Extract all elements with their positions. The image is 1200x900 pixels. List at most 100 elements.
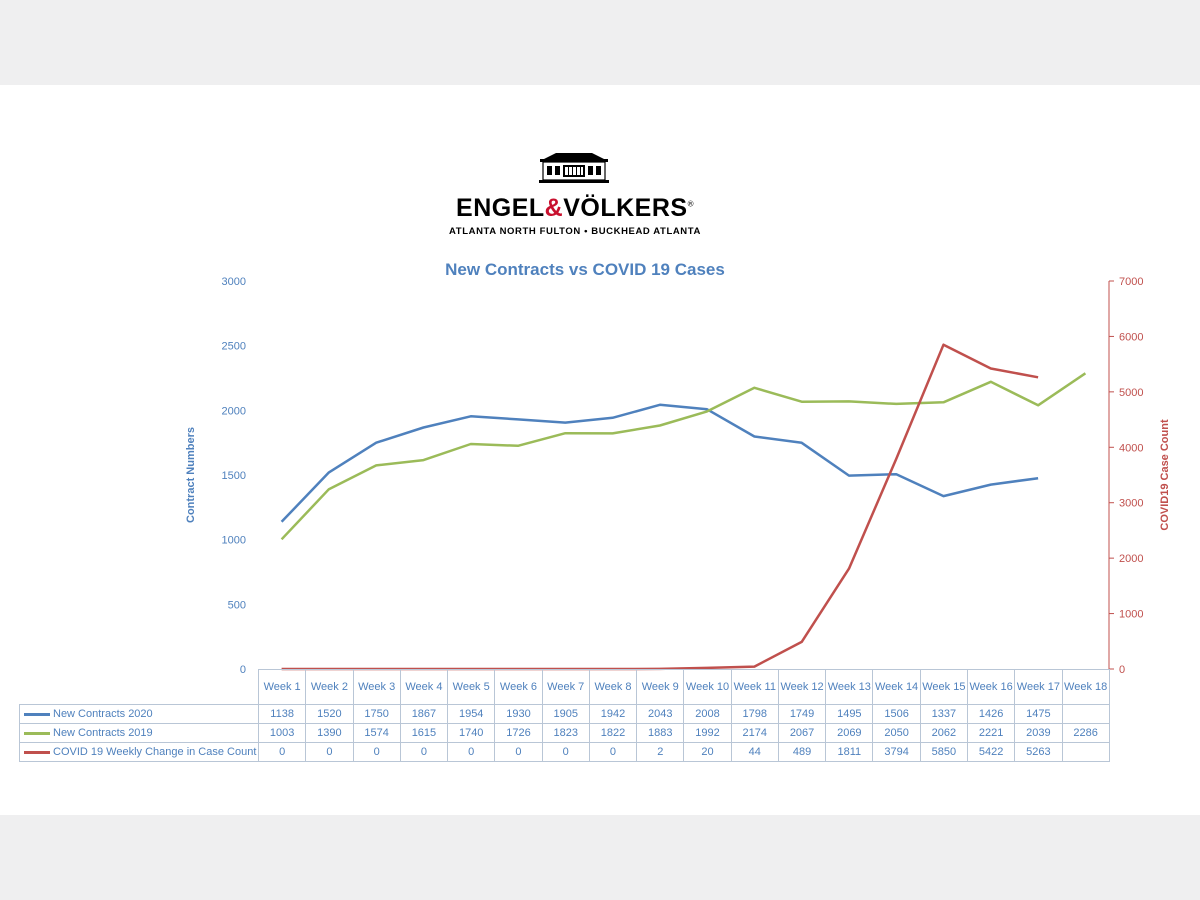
data-label: 2008 — [683, 704, 732, 724]
right-axis-tick-label: 6000 — [1119, 331, 1143, 343]
data-label: 1740 — [447, 723, 496, 743]
right-axis-tick-label: 0 — [1119, 664, 1125, 676]
right-axis-tick-label: 7000 — [1119, 276, 1143, 288]
table-row: New Contracts 2019 1003 1390 1574 1615 1740 17… — [19, 723, 1110, 743]
data-label: 1726 — [494, 723, 543, 743]
left-axis-tick-label: 2500 — [222, 341, 246, 353]
left-axis-title: Contract Numbers — [185, 427, 197, 523]
data-label: 0 — [541, 742, 590, 762]
data-label: 1495 — [825, 704, 874, 724]
left-axis-tick-label: 1000 — [222, 535, 246, 547]
x-axis-category-label: Week 3 — [352, 669, 401, 705]
data-label: 1905 — [541, 704, 590, 724]
data-label: 1426 — [966, 704, 1016, 724]
x-axis-category-label: Week 10 — [683, 669, 732, 705]
x-axis-category-label: Week 4 — [399, 669, 449, 705]
data-label — [1061, 704, 1110, 724]
data-label: 0 — [305, 742, 354, 762]
left-axis-tick-label: 0 — [240, 664, 246, 676]
chart-data-table: Week 1 Week 2 Week 3 Week 4 Week 5 Week 6 Week… — [19, 669, 1110, 762]
data-label: 0 — [352, 742, 401, 762]
data-label: 5263 — [1014, 742, 1063, 762]
x-axis-category-label: Week 12 — [777, 669, 827, 705]
left-axis-tick-label: 2000 — [222, 405, 246, 417]
table-row: COVID 19 Weekly Change in Case Count 0 0 0 0… — [19, 742, 1110, 762]
right-axis-title: COVID19 Case Count — [1159, 419, 1171, 531]
data-label: 1798 — [730, 704, 779, 724]
right-axis-tick-label: 4000 — [1119, 442, 1143, 454]
data-label: 1390 — [305, 723, 354, 743]
data-label: 1506 — [872, 704, 921, 724]
legend-entry: New Contracts 2019 — [19, 723, 259, 743]
data-label: 2043 — [636, 704, 685, 724]
data-label: 1811 — [825, 742, 874, 762]
data-label: 2 — [636, 742, 685, 762]
data-label: 5850 — [919, 742, 968, 762]
data-label: 2050 — [872, 723, 921, 743]
data-label: 1749 — [777, 704, 827, 724]
data-label: 1520 — [305, 704, 354, 724]
data-label: 489 — [777, 742, 827, 762]
data-label: 0 — [447, 742, 496, 762]
data-label: 1615 — [399, 723, 449, 743]
brand-subtitle: ATLANTA NORTH FULTON • BUCKHEAD ATLANTA — [449, 226, 701, 237]
data-label: 2039 — [1014, 723, 1063, 743]
x-axis-category-label: Week 17 — [1014, 669, 1063, 705]
data-label: 5422 — [966, 742, 1016, 762]
x-axis-category-label: Week 13 — [825, 669, 874, 705]
data-label: 2067 — [777, 723, 827, 743]
data-label: 1867 — [399, 704, 449, 724]
right-axis-tick-label: 1000 — [1119, 609, 1143, 621]
x-axis-category-label: Week 2 — [305, 669, 354, 705]
data-label: 1003 — [257, 723, 307, 743]
right-axis-tick-label: 5000 — [1119, 387, 1143, 399]
chart-title: New Contracts vs COVID 19 Cases — [445, 260, 725, 279]
x-axis-category-label: Week 7 — [541, 669, 590, 705]
brand-name: ENGEL&VÖLKERS® — [456, 194, 694, 222]
legend-swatch — [24, 712, 50, 716]
series-line-2 — [280, 372, 1087, 541]
right-axis-tick-label: 2000 — [1119, 553, 1143, 565]
x-axis-category-label: Week 1 — [257, 669, 307, 705]
legend-label: New Contracts 2020 — [53, 708, 153, 720]
data-label: 0 — [399, 742, 449, 762]
data-label: 1138 — [257, 704, 307, 724]
legend-label: COVID 19 Weekly Change in Case Count — [53, 746, 257, 758]
left-axis-tick-label: 1500 — [222, 470, 246, 482]
legend-entry: New Contracts 2020 — [19, 704, 259, 724]
legend-entry: COVID 19 Weekly Change in Case Count — [19, 742, 259, 762]
x-axis-category-label: Week 11 — [730, 669, 779, 705]
x-axis-category-label: Week 16 — [966, 669, 1016, 705]
data-label: 0 — [588, 742, 638, 762]
data-label: 2286 — [1061, 723, 1110, 743]
data-label: 2221 — [966, 723, 1016, 743]
x-axis-category-label: Week 8 — [588, 669, 638, 705]
data-label: 3794 — [872, 742, 921, 762]
data-label: 2062 — [919, 723, 968, 743]
left-axis-tick-label: 3000 — [222, 276, 246, 288]
engel-volkers-logo: ENGEL&VÖLKERS® ATLANTA NORTH FULTON • BU… — [430, 152, 720, 240]
data-label: 2174 — [730, 723, 779, 743]
data-label: 1954 — [447, 704, 496, 724]
x-axis-category-label: Week 18 — [1061, 669, 1110, 705]
legend-swatch — [24, 750, 50, 754]
data-label: 20 — [683, 742, 732, 762]
x-axis-category-label: Week 14 — [872, 669, 921, 705]
data-label: 1337 — [919, 704, 968, 724]
legend-swatch — [24, 731, 50, 735]
data-label: 1930 — [494, 704, 543, 724]
data-label: 1574 — [352, 723, 401, 743]
building-logo-icon — [539, 153, 609, 183]
data-label: 1750 — [352, 704, 401, 724]
left-axis-tick-label: 500 — [228, 599, 246, 611]
series-line-1 — [280, 403, 1039, 523]
x-axis-category-label: Week 6 — [494, 669, 543, 705]
series-line-3 — [281, 343, 1039, 671]
data-label: 2069 — [825, 723, 874, 743]
data-label: 44 — [730, 742, 779, 762]
x-axis-category-label: Week 15 — [919, 669, 968, 705]
data-label — [1061, 742, 1110, 762]
right-axis-tick-label: 3000 — [1119, 498, 1143, 510]
table-row: New Contracts 2020 1138 1520 1750 1867 1954 19… — [19, 704, 1110, 724]
